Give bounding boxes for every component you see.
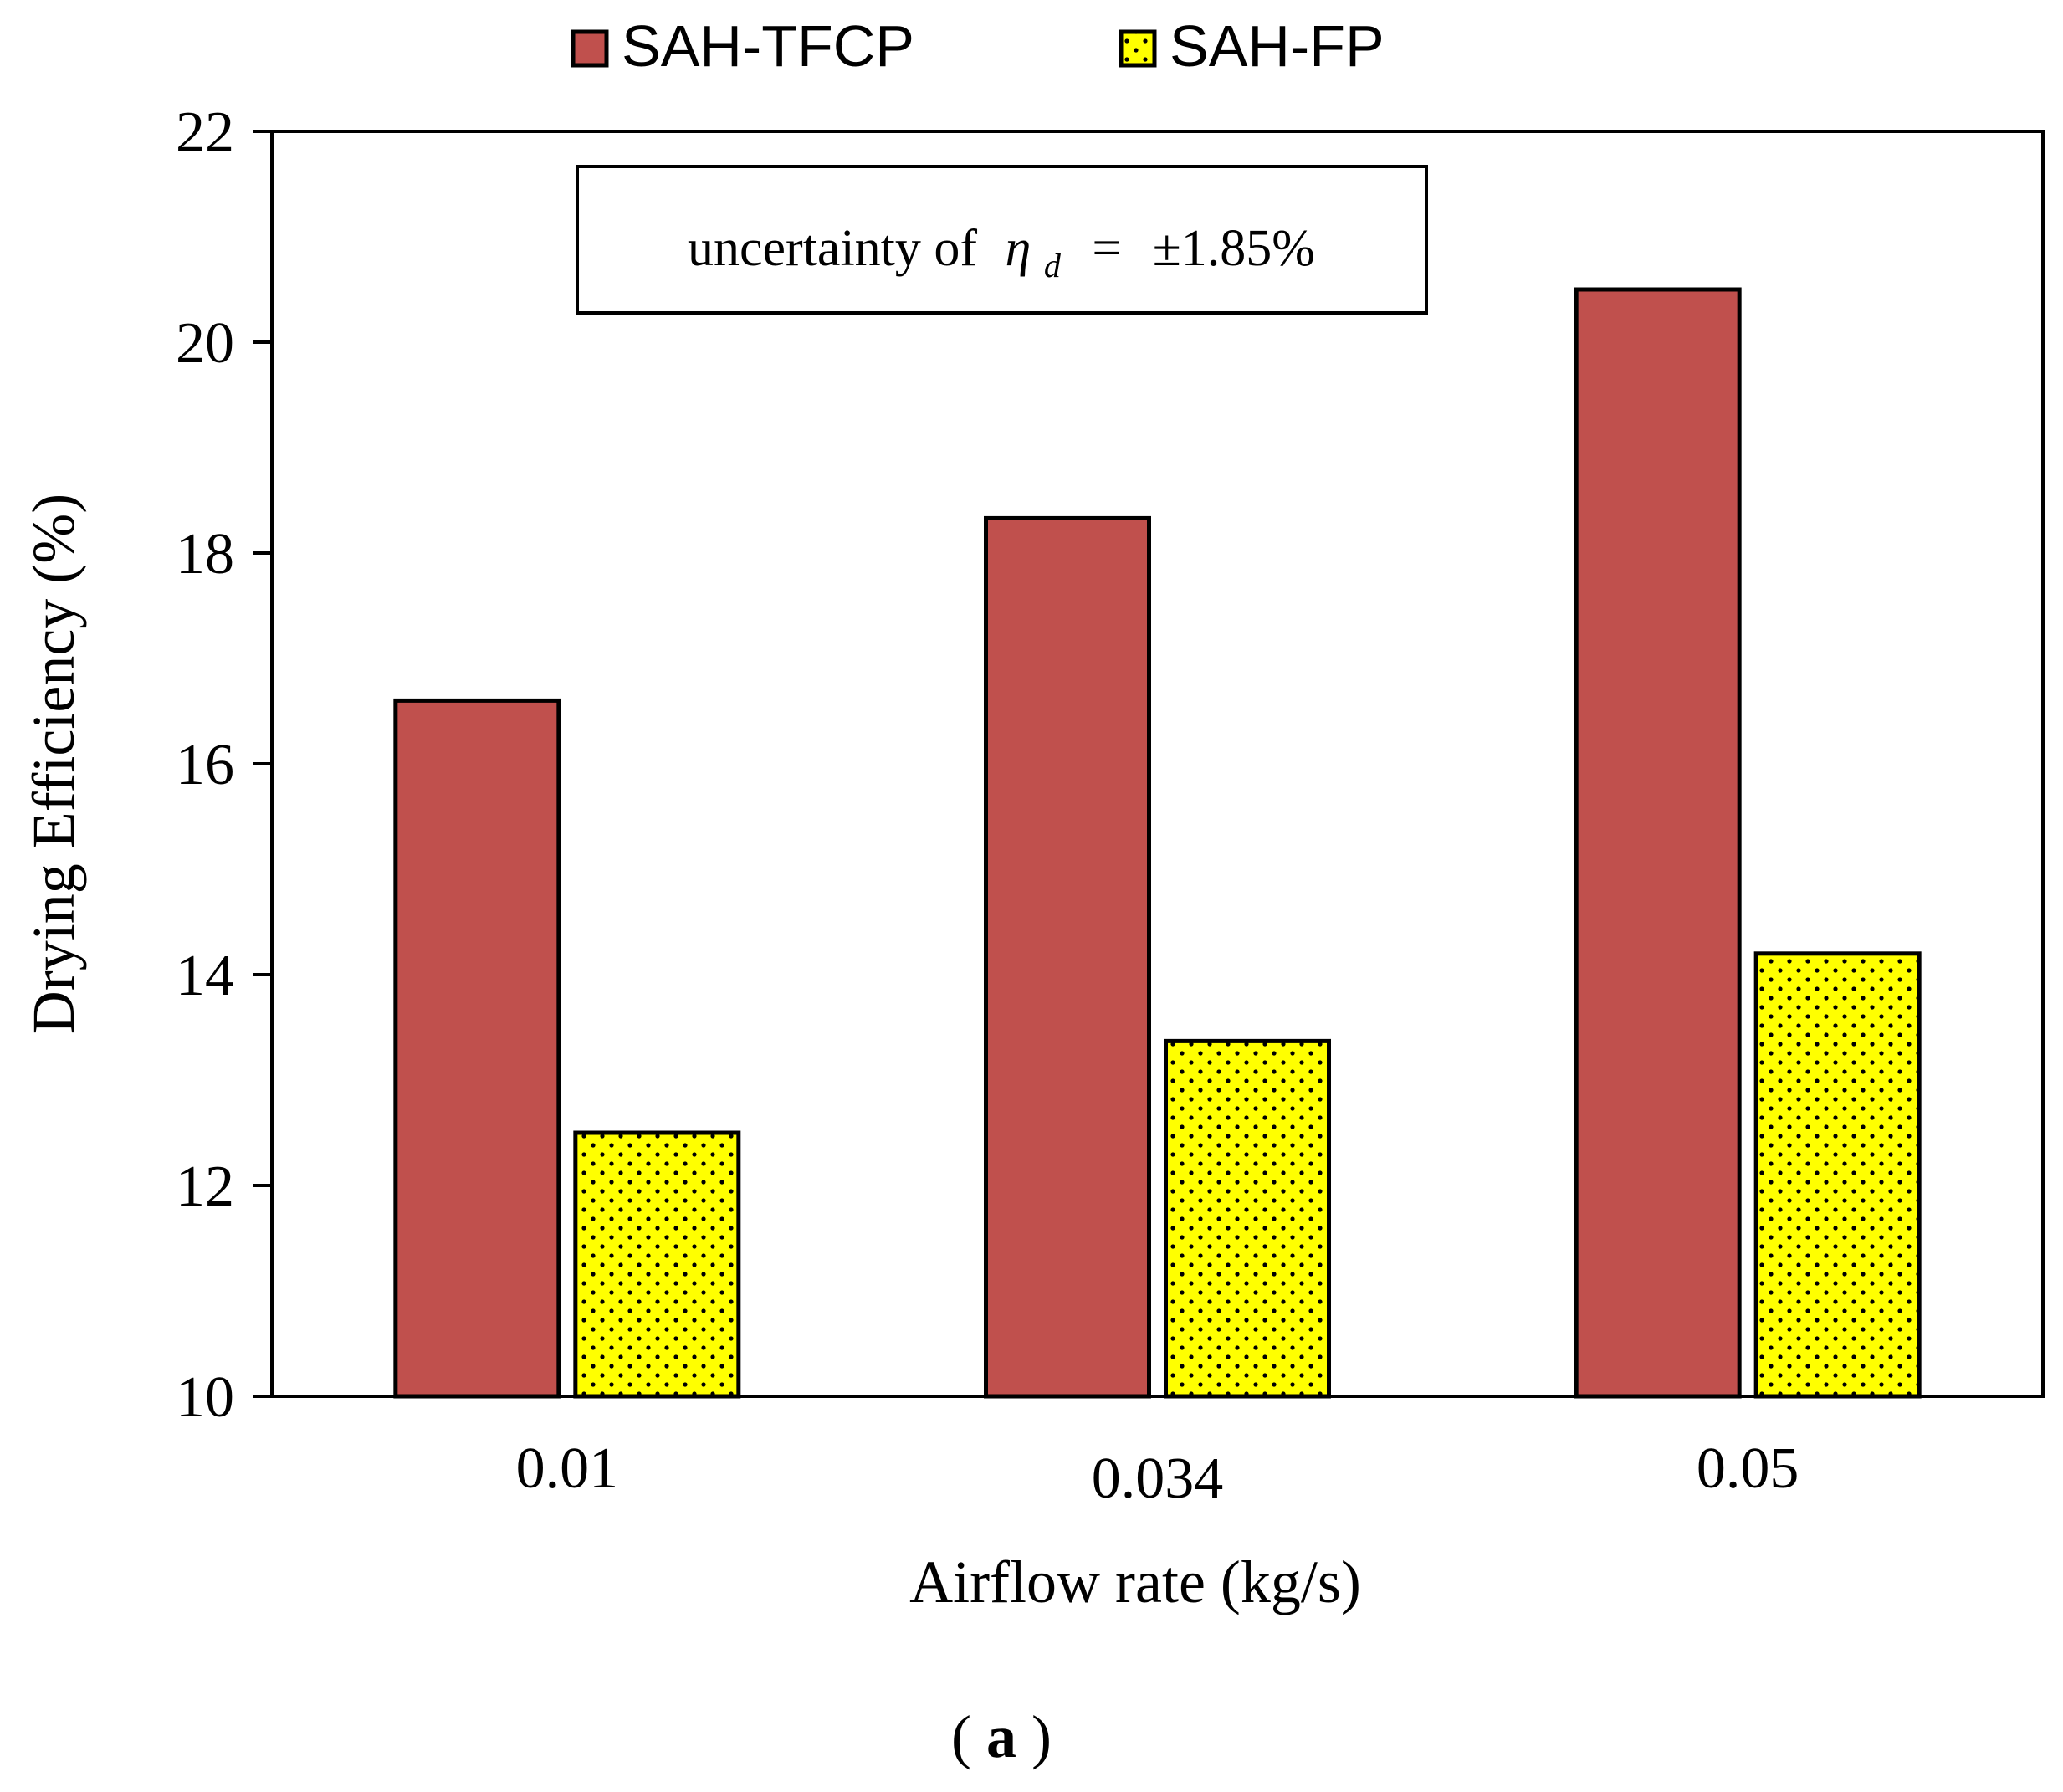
legend: SAH-TFCP SAH-FP (571, 13, 1385, 79)
y-axis-title: Drying Efficiency (%) (20, 494, 87, 1034)
annotation-symbol: η (1006, 220, 1032, 277)
y-axis: 10 12 14 16 18 20 22 (176, 100, 272, 1430)
x-tick-label: 0.05 (1697, 1436, 1799, 1501)
legend-label-sah-tfcp: SAH-TFCP (622, 13, 914, 79)
x-axis: 0.01 0.034 0.05 (516, 1436, 1799, 1511)
annotation-prefix: uncertainty of (688, 220, 977, 277)
y-tick-label: 20 (176, 311, 234, 376)
panel-label-letter: a (986, 1703, 1016, 1770)
annotation-text: uncertainty of η d = ±1.85% (688, 220, 1315, 289)
x-axis-title: Airflow rate (kg/s) (909, 1549, 1361, 1615)
y-tick-label: 16 (176, 733, 234, 797)
legend-swatch-sah-fp (1119, 29, 1157, 68)
bar-sah-tfcp-0.034 (984, 515, 1151, 1399)
bars (393, 287, 1922, 1399)
bar-sah-tfcp-0.01 (393, 698, 561, 1399)
bar-sah-tfcp-0.05 (1574, 287, 1742, 1399)
y-tick-label: 12 (176, 1155, 234, 1219)
y-tick-label: 22 (176, 100, 234, 165)
y-tick-label: 14 (176, 944, 234, 1008)
panel-label-close: ) (1032, 1703, 1052, 1770)
legend-swatch-sah-tfcp (571, 29, 609, 68)
x-tick-label: 0.01 (516, 1436, 619, 1501)
annotation-value: ±1.85% (1153, 220, 1315, 277)
annotation-subscript: d (1044, 247, 1062, 284)
bar-sah-fp-0.01 (573, 1130, 741, 1399)
bar-sah-fp-0.034 (1164, 1038, 1331, 1399)
annotation-equals: = (1092, 220, 1121, 277)
bar-sah-fp-0.05 (1753, 951, 1922, 1399)
panel-label-open: ( (951, 1703, 971, 1770)
x-tick-label: 0.034 (1092, 1446, 1224, 1511)
uncertainty-annotation: uncertainty of η d = ±1.85% (576, 165, 1428, 315)
y-tick-label: 18 (176, 522, 234, 586)
annotation-box (576, 165, 1428, 315)
legend-label-sah-fp: SAH-FP (1170, 13, 1385, 79)
y-tick-label: 10 (176, 1365, 234, 1430)
panel-label: ( a ) (951, 1703, 1052, 1770)
